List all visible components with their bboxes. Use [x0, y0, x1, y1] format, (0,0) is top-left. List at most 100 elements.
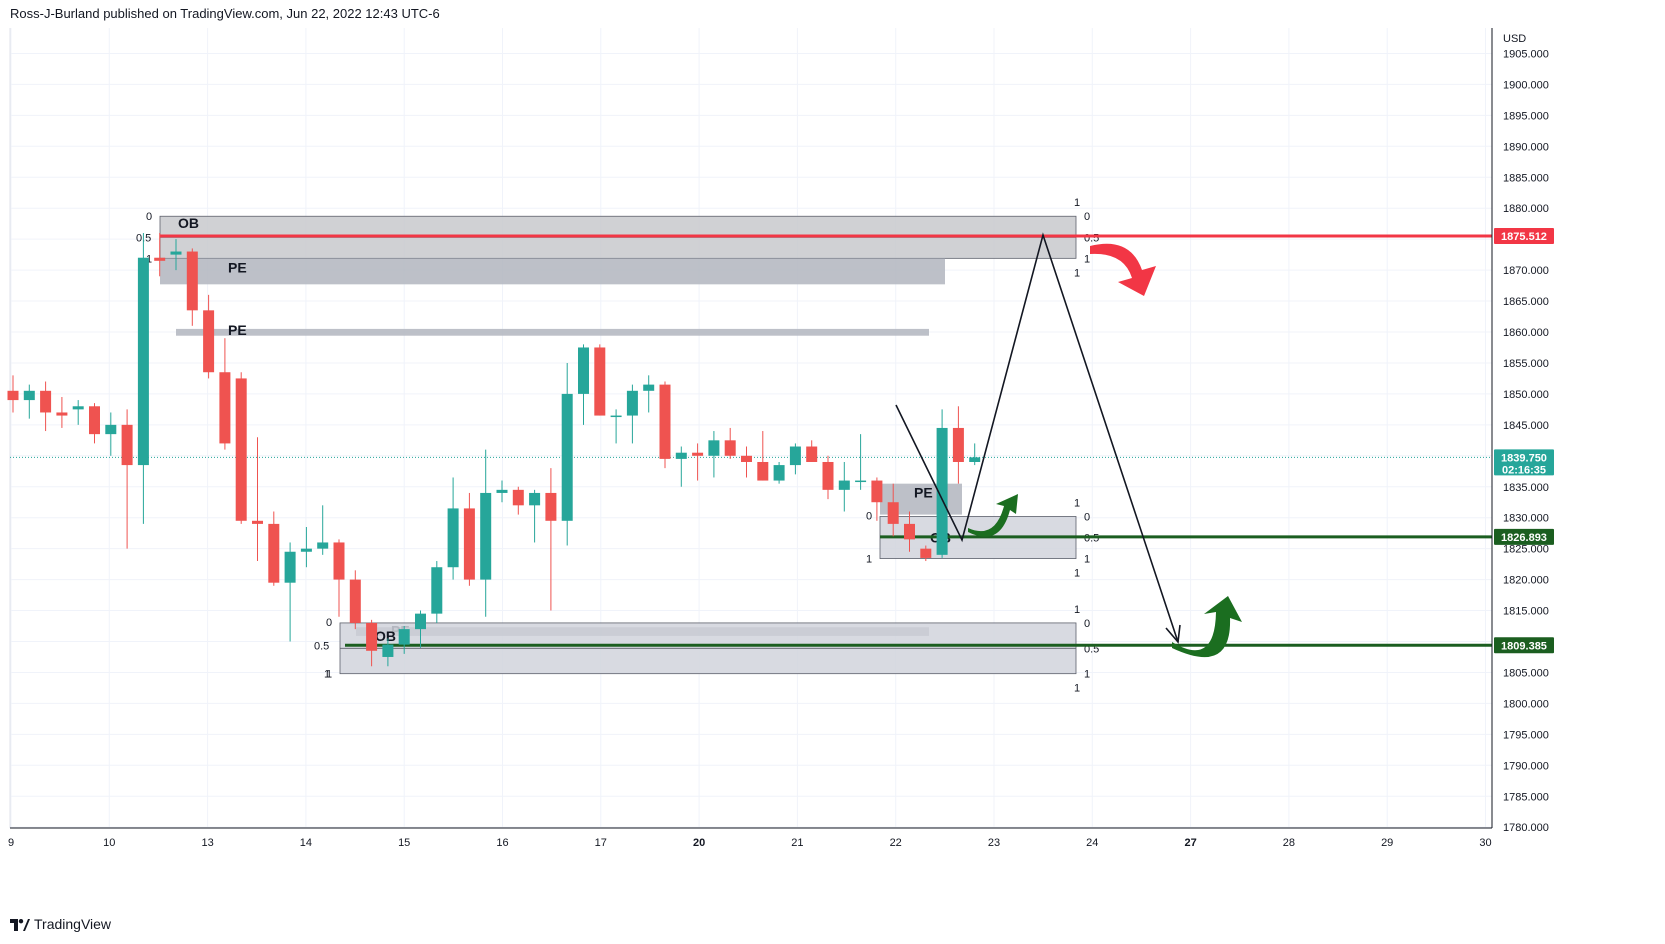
resistance-price-tag: 1875.512: [1501, 231, 1547, 243]
candle-body: [235, 378, 247, 521]
candle-body: [496, 489, 508, 493]
price-tick-label: 1900.000: [1503, 79, 1549, 91]
fib-label: 1: [146, 253, 152, 265]
time-tick-label: 10: [103, 837, 115, 849]
candle-body: [969, 457, 981, 462]
candle-body: [121, 424, 133, 466]
candle-body: [89, 406, 100, 435]
price-tick-label: 1790.000: [1503, 760, 1549, 772]
candle-body: [838, 480, 850, 490]
tradingview-logo[interactable]: TradingView: [10, 916, 111, 932]
price-tick-label: 1870.000: [1503, 265, 1549, 277]
price-tick-label: 1815.000: [1503, 606, 1549, 618]
resistance-price-tag-bg: [1494, 227, 1554, 244]
candle-body: [789, 446, 801, 466]
time-tick-label: 16: [496, 837, 508, 849]
countdown-label: 02:16:35: [1502, 464, 1546, 476]
time-tick-label: 29: [1381, 837, 1393, 849]
price-tick-label: 1820.000: [1503, 575, 1549, 587]
candle-body: [952, 427, 964, 462]
time-tick-label: 15: [398, 837, 410, 849]
last-price-tag: 1839.750: [1501, 452, 1547, 464]
price-tick-label: 1890.000: [1503, 141, 1549, 153]
candle-body: [904, 523, 915, 540]
fib-label: 1: [326, 669, 332, 681]
bearish-arrow-icon: [1090, 243, 1156, 296]
candle-body: [431, 567, 443, 614]
candle-body: [398, 629, 410, 645]
price-currency-label: USD: [1503, 33, 1526, 45]
support-price-tag-bg: [1494, 528, 1554, 545]
candle-body: [56, 412, 68, 416]
price-tick-label: 1860.000: [1503, 327, 1549, 339]
zone-label: OB: [178, 215, 199, 231]
zone-label: PE: [914, 485, 933, 501]
candle-body: [594, 347, 606, 416]
projection-arrowhead: [1165, 624, 1181, 644]
candle-body: [23, 390, 35, 401]
zone-boxes: OB00.511100.51PEPEPEOB00.511101PEOB00.51…: [136, 197, 1099, 694]
fib-label: 1: [1084, 669, 1090, 681]
zone-label: OB: [375, 628, 396, 644]
fib-label: 0: [866, 510, 872, 522]
last-price-tag-bg: [1494, 449, 1554, 476]
price-tick-label: 1895.000: [1503, 110, 1549, 122]
candle-body: [284, 551, 296, 583]
candle-body: [920, 548, 932, 558]
candle-body: [317, 542, 329, 549]
candle-body: [871, 480, 883, 503]
candle-body: [643, 384, 655, 391]
fib-label: 0: [146, 211, 152, 223]
time-tick-label: 24: [1086, 837, 1098, 849]
price-tick-label: 1785.000: [1503, 791, 1549, 803]
time-tick-label: 30: [1479, 837, 1491, 849]
time-tick-label: 20: [693, 837, 705, 849]
price-tick-label: 1780.000: [1503, 822, 1549, 834]
candle-body: [529, 492, 541, 506]
price-levels: [10, 234, 1492, 647]
fib-label: 1: [1074, 568, 1080, 580]
fib-label: 0: [326, 617, 332, 629]
candle-body: [252, 520, 263, 524]
support-price-tag: 1826.893: [1501, 532, 1547, 544]
time-tick-label: 28: [1283, 837, 1295, 849]
time-tick-label: 21: [791, 837, 803, 849]
candle-body: [561, 393, 573, 521]
candle-body: [382, 644, 394, 657]
fib-label: 0.5: [314, 640, 329, 652]
candle-body: [463, 508, 475, 580]
candle-body: [219, 372, 231, 444]
price-tick-label: 1805.000: [1503, 667, 1549, 679]
fib-label: 1: [1084, 253, 1090, 265]
fib-label: 1: [1074, 604, 1080, 616]
candle-body: [675, 452, 687, 459]
candle-body: [708, 440, 720, 456]
fib-label: 0: [1084, 211, 1090, 223]
bullish-arrow-icon: [1172, 596, 1242, 658]
price-tick-label: 1830.000: [1503, 513, 1549, 525]
candle-body: [447, 508, 459, 568]
price-tick-label: 1795.000: [1503, 729, 1549, 741]
candle-body: [936, 427, 948, 555]
candle-body: [578, 347, 589, 394]
candle-body: [855, 480, 867, 483]
candle-body: [415, 613, 426, 630]
fib-label: 1: [1074, 267, 1080, 279]
fib-label: 0: [1084, 511, 1090, 523]
fib-label: 0.5: [1084, 232, 1099, 244]
price-tick-label: 1845.000: [1503, 420, 1549, 432]
zone-label: PE: [228, 259, 247, 275]
candle-body: [154, 257, 166, 261]
candle-body: [137, 257, 149, 466]
candle-body: [626, 390, 638, 416]
fib-label: 1: [1084, 554, 1090, 566]
tradingview-brand-text: TradingView: [34, 916, 112, 932]
candle-series: [7, 232, 981, 667]
price-tick-label: 1835.000: [1503, 482, 1549, 494]
support-price-tag-bg: [1494, 637, 1554, 654]
candle-body: [105, 424, 117, 435]
price-tick-label: 1880.000: [1503, 203, 1549, 215]
fib-label: 1: [1074, 683, 1080, 695]
